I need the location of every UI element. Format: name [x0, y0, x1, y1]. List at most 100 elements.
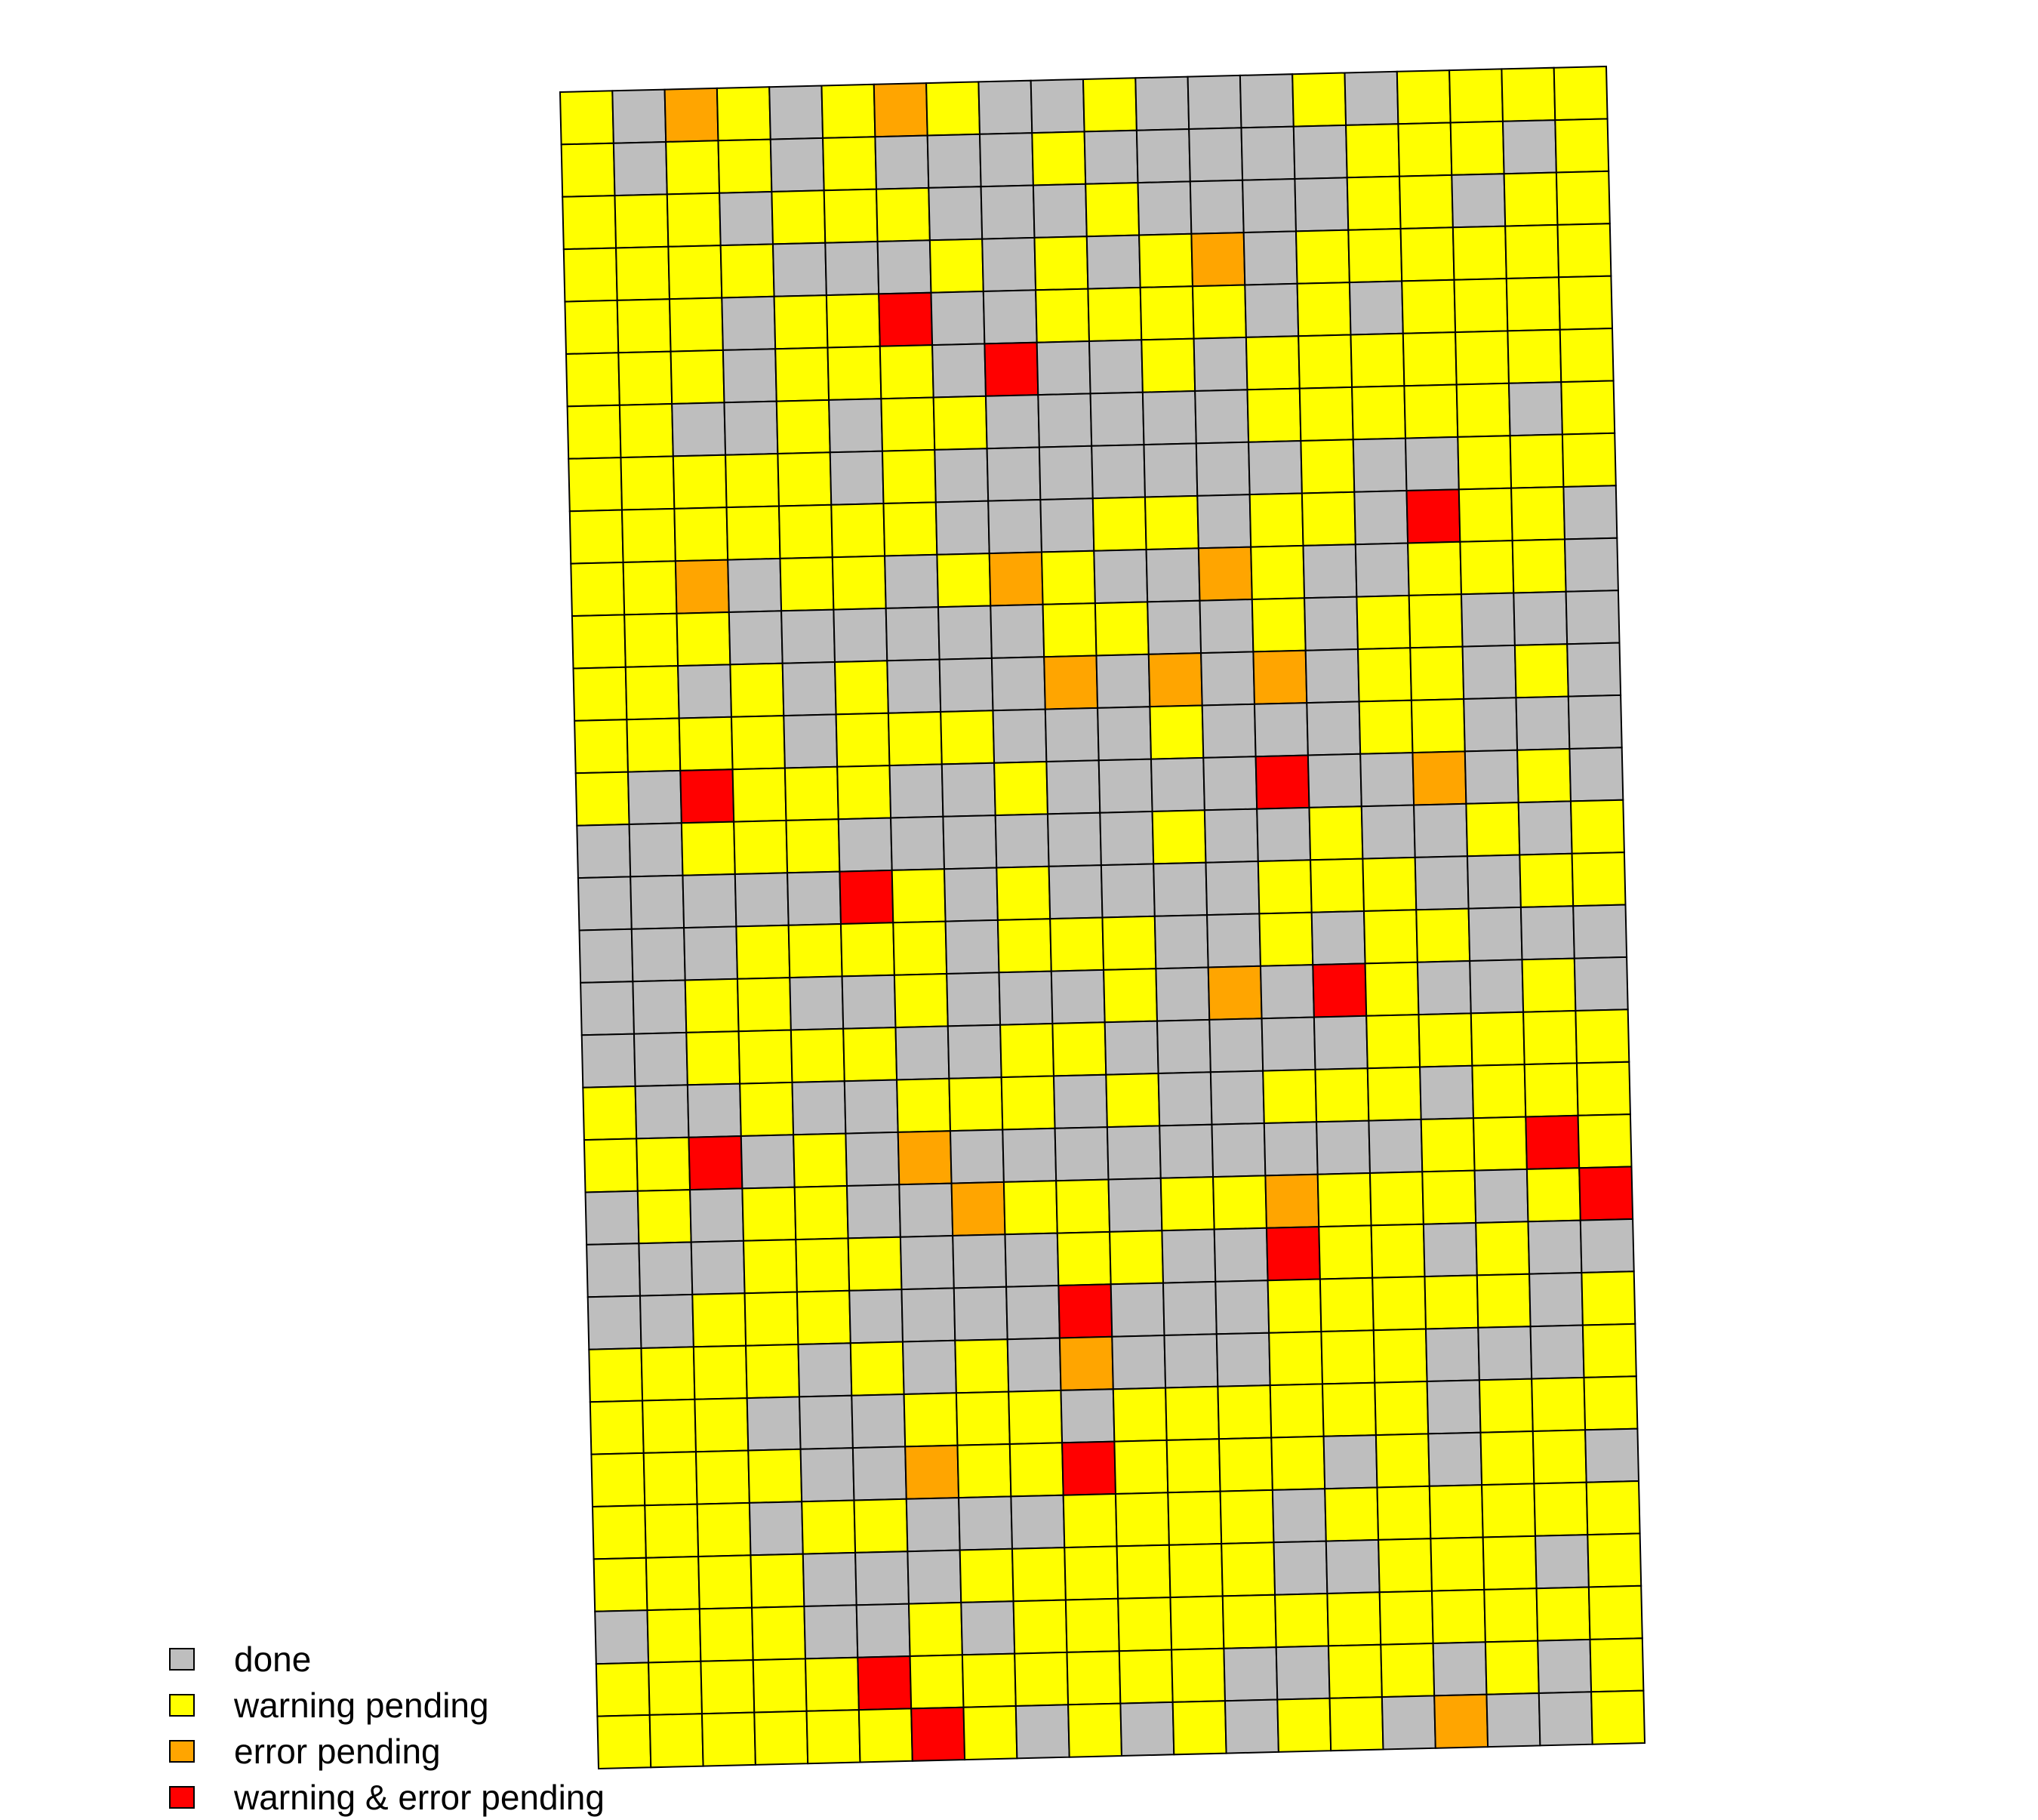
grid-cell-done: [1460, 592, 1516, 648]
grid-cell-done: [671, 402, 727, 457]
legend: done warning pending error pending warni…: [169, 1636, 605, 1820]
grid-cell-warning-pending: [717, 138, 773, 194]
grid-cell-warning-pending: [733, 819, 789, 876]
grid-cell-warning-pending: [1168, 1542, 1224, 1599]
grid-cell-warning-pending: [735, 924, 791, 980]
grid-cells: [559, 65, 1646, 1770]
grid-cell-done: [580, 1033, 636, 1089]
grid-cell-warning-pending: [1258, 911, 1314, 967]
grid-cell-warning-pending: [645, 1555, 700, 1612]
grid-cell-warning-pending: [1452, 225, 1507, 281]
grid-cell-warning-pending: [1577, 1113, 1633, 1169]
grid-cell-done: [981, 236, 1037, 293]
grid-cell-warning-pending: [697, 1554, 753, 1610]
grid-cell-warning-pending: [909, 1654, 965, 1710]
grid-cell-warning-pending: [847, 1236, 903, 1292]
grid-cell-done: [952, 1233, 1008, 1289]
grid-cell-warning-pending: [892, 920, 948, 976]
grid-cell-warning-pending: [574, 771, 630, 827]
grid-cell-warning-pending: [737, 1029, 793, 1085]
grid-cell-warning-pending: [1094, 601, 1150, 657]
grid-cell-done: [1097, 706, 1153, 762]
grid-cell-done: [1157, 1071, 1213, 1127]
grid-cell-done: [1135, 128, 1191, 184]
grid-cell-done: [1534, 1534, 1590, 1590]
grid-cell-warning-pending: [1521, 957, 1577, 1013]
grid-cell-warning-pending: [1370, 1223, 1426, 1279]
grid-cell-done: [690, 1240, 746, 1295]
grid-cell-warning-pending: [833, 660, 889, 716]
grid-cell-done: [1424, 1326, 1480, 1383]
grid-cell-done: [1107, 1177, 1163, 1233]
grid-cell-warning-pending: [1523, 1062, 1579, 1118]
grid-cell-warning-pending: [1376, 1485, 1432, 1541]
grid-cell-done: [1294, 177, 1350, 233]
grid-cell-warning-and-error-pending: [1405, 488, 1461, 544]
grid-cell-done: [978, 132, 1034, 188]
grid-cell-warning-pending: [1116, 1544, 1171, 1600]
grid-cell-warning-pending: [836, 765, 892, 821]
grid-cell-done: [829, 450, 885, 506]
grid-cell-warning-pending: [666, 192, 722, 248]
grid-cell-done: [1473, 1168, 1529, 1224]
grid-cell-warning-and-error-pending: [1265, 1226, 1321, 1282]
grid-cell-warning-and-error-pending: [679, 768, 735, 824]
grid-cell-done: [1432, 1641, 1488, 1697]
legend-swatch-done: [169, 1647, 195, 1671]
grid-cell-warning-pending: [1316, 1172, 1372, 1228]
grid-cell-done: [1004, 1232, 1060, 1288]
grid-cell-warning-pending: [1268, 1330, 1324, 1387]
grid-cell-done: [1239, 73, 1295, 129]
grid-cell-warning-pending: [773, 294, 829, 350]
grid-cell-warning-pending: [742, 1239, 798, 1295]
grid-cell-warning-pending: [1482, 1535, 1538, 1591]
grid-cell-warning-pending: [1267, 1278, 1322, 1334]
grid-cell-warning-pending: [1569, 799, 1625, 855]
grid-cell-warning-pending: [1321, 1381, 1377, 1437]
grid-cell-warning-and-error-pending: [1255, 754, 1310, 810]
grid-cell-warning-pending: [1522, 1009, 1578, 1066]
grid-cell-warning-pending: [771, 189, 827, 245]
grid-cell-warning-pending: [1324, 1486, 1380, 1542]
grid-cell-done: [1141, 390, 1197, 446]
grid-cell-done: [1093, 548, 1149, 605]
grid-cell-done: [1083, 129, 1139, 185]
grid-cell-error-pending: [1264, 1173, 1320, 1229]
grid-cell-done: [803, 1604, 859, 1660]
grid-cell-done: [689, 1187, 745, 1243]
grid-cell-warning-pending: [719, 243, 775, 299]
grid-cell-warning-pending: [891, 868, 947, 924]
grid-cell-warning-pending: [1458, 487, 1513, 543]
grid-cell-done: [998, 970, 1054, 1026]
grid-cell-warning-pending: [1587, 1532, 1642, 1588]
grid-cell-done: [1259, 964, 1315, 1020]
grid-cell-done: [628, 822, 684, 878]
grid-cell-done: [578, 928, 634, 984]
grid-cell-done: [1205, 860, 1261, 916]
grid-cell-done: [612, 140, 668, 197]
grid-cell-done: [1159, 1123, 1214, 1179]
grid-cell-warning-pending: [626, 717, 682, 773]
grid-cell-warning-pending: [752, 1658, 808, 1714]
grid-cell-warning-pending: [1165, 1385, 1221, 1441]
grid-cell-done: [740, 1134, 796, 1190]
grid-cell-warning-pending: [1296, 282, 1352, 337]
grid-cell-warning-pending: [1475, 1221, 1531, 1276]
grid-cell-warning-pending: [1327, 1643, 1383, 1699]
grid-cell-warning-pending: [1139, 285, 1195, 341]
grid-cell-warning-pending: [1301, 491, 1356, 547]
grid-cell-done: [683, 925, 739, 981]
grid-cell-warning-pending: [640, 1346, 696, 1402]
grid-cell-warning-and-error-pending: [910, 1706, 966, 1762]
grid-cell-done: [1143, 442, 1199, 498]
legend-swatch-warning-pending: [169, 1693, 195, 1717]
grid-cell-warning-and-error-pending: [839, 869, 894, 925]
grid-cell-done: [1572, 904, 1628, 959]
grid-cell-warning-pending: [1212, 1175, 1268, 1230]
grid-cell-done: [940, 762, 996, 818]
grid-cell-done: [930, 290, 986, 346]
grid-cell-done: [1359, 752, 1415, 808]
grid-cell-warning-pending: [1000, 1075, 1056, 1131]
grid-cell-warning-and-error-pending: [1057, 1283, 1113, 1339]
grid-cell-warning-pending: [1149, 704, 1205, 760]
